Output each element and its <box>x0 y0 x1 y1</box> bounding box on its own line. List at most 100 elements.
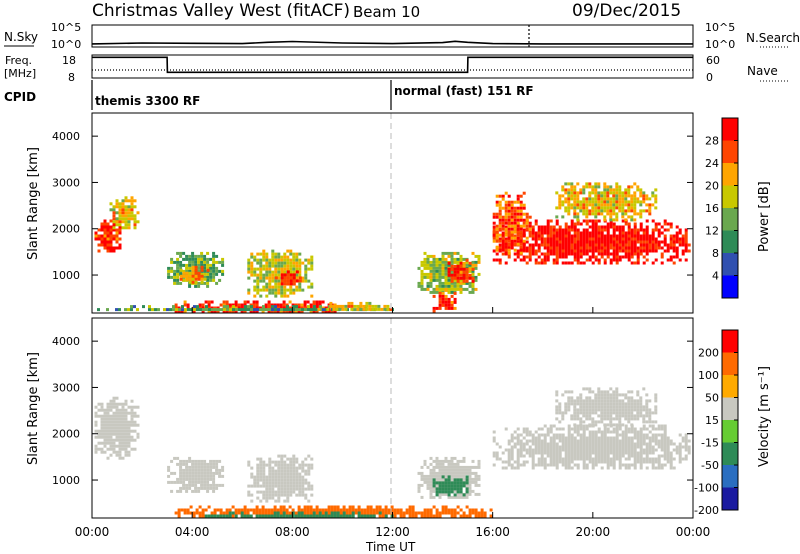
velocity-cell-0 <box>136 432 140 436</box>
velocity-cell-5 <box>561 427 565 431</box>
power-cell-13 <box>232 305 235 309</box>
velocity-cell-5 <box>570 457 574 461</box>
power-cell-9 <box>513 258 517 262</box>
power-cell-9 <box>582 219 586 223</box>
velocity-cell-5 <box>639 430 643 434</box>
velocity-cell-1 <box>206 483 210 487</box>
power-cell-11 <box>603 209 607 213</box>
power-cell-9 <box>504 237 508 241</box>
power-cell-11 <box>588 182 592 186</box>
power-cell-6 <box>459 257 463 261</box>
power-cell-2 <box>203 272 207 276</box>
velocity-cell-7 <box>384 505 388 509</box>
power-cell-10 <box>522 239 526 243</box>
velocity-cell-1 <box>173 480 177 484</box>
velocity-cell-6 <box>621 411 625 415</box>
power-cell-9 <box>591 237 595 241</box>
power-cell-10 <box>516 209 520 213</box>
power-cell-9 <box>546 234 550 238</box>
velocity-cell-6 <box>561 414 565 418</box>
power-cell-9 <box>633 240 637 244</box>
power-cell-6 <box>420 260 424 264</box>
velocity-cell-5 <box>615 439 619 443</box>
power-cell-4 <box>256 273 260 277</box>
velocity-cell-5 <box>567 448 571 452</box>
velocity-cell-0 <box>106 441 110 445</box>
velocity-cell-3 <box>465 492 469 496</box>
velocity-cell-4 <box>465 487 469 491</box>
power-cell-1 <box>115 205 119 209</box>
velocity-cell-4 <box>444 481 448 485</box>
power-cell-9 <box>654 240 658 244</box>
power-cell-9 <box>618 255 622 259</box>
power-cell-14 <box>344 304 348 308</box>
velocity-cell-2 <box>256 475 260 479</box>
power-cell-13 <box>244 308 247 312</box>
velocity-cell-5 <box>537 439 541 443</box>
power-cell-0 <box>106 240 110 244</box>
power-cell-2 <box>221 272 225 276</box>
velocity-cell-6 <box>594 408 598 412</box>
power-cell-10 <box>507 230 511 234</box>
power-cell-4 <box>247 264 251 268</box>
velocity-cell-5 <box>573 436 577 440</box>
velocity-cell-6 <box>612 396 616 400</box>
velocity-cell-5 <box>558 427 562 431</box>
power-cell-7 <box>453 273 457 277</box>
velocity-cell-5 <box>600 439 604 443</box>
power-cell-11 <box>582 212 586 216</box>
power-cell-9 <box>525 261 529 265</box>
velocity-cell-7 <box>450 511 454 515</box>
power-cell-6 <box>444 272 448 276</box>
velocity-cell-5 <box>534 442 538 446</box>
velocity-cell-1 <box>200 486 204 490</box>
power-cell-11 <box>585 200 589 204</box>
velocity-cell-2 <box>265 478 269 482</box>
power-cell-9 <box>567 252 571 256</box>
freq-series-line <box>92 56 693 74</box>
power-cell-14 <box>326 307 330 311</box>
power-cell-6 <box>435 272 439 276</box>
power-cell-6 <box>429 284 433 288</box>
velocity-cell-7 <box>375 505 379 509</box>
power-cell-11 <box>639 191 643 195</box>
velocity-cell-6 <box>609 405 613 409</box>
power-cell-11 <box>600 194 604 198</box>
velocity-cell-0 <box>100 426 104 430</box>
velocity-cell-1 <box>194 489 198 493</box>
power-cell-9 <box>537 249 541 253</box>
power-cell-9 <box>651 249 655 253</box>
velocity-cell-0 <box>100 417 104 421</box>
power-cell-7 <box>471 279 475 283</box>
power-cell-9 <box>561 240 565 244</box>
velocity-cell-7 <box>471 511 475 515</box>
velocity-cell-2 <box>268 475 272 479</box>
power-cell-12 <box>210 306 214 310</box>
velocity-cell-3 <box>459 465 463 469</box>
velocity-cell-4 <box>462 493 466 497</box>
velocity-cell-1 <box>200 483 204 487</box>
velocity-cell-2 <box>256 469 260 473</box>
velocity-cell-6 <box>555 408 559 412</box>
velocity-cell-5 <box>669 451 673 455</box>
velocity-cell-6 <box>639 396 643 400</box>
velocity-cell-3 <box>426 486 430 490</box>
power-cell-10 <box>513 218 517 222</box>
power-cell-9 <box>576 234 580 238</box>
power-cell-7 <box>465 258 469 262</box>
velocity-cell-6 <box>603 411 607 415</box>
velocity-cell-2 <box>271 478 275 482</box>
velocity-cell-1 <box>212 483 216 487</box>
power-cell-2 <box>188 266 192 270</box>
velocity-cell-1 <box>182 486 186 490</box>
power-cell-9 <box>651 231 655 235</box>
power-cell-4 <box>268 267 272 271</box>
velocity-cell-7 <box>318 508 322 512</box>
power-cell-2 <box>206 272 210 276</box>
velocity-cell-5 <box>513 445 517 449</box>
power-cell-1 <box>121 220 125 224</box>
velocity-cell-5 <box>609 442 613 446</box>
power-cell-4 <box>274 255 278 259</box>
power-cell-9 <box>516 255 520 259</box>
power-cell-8 <box>444 303 448 307</box>
